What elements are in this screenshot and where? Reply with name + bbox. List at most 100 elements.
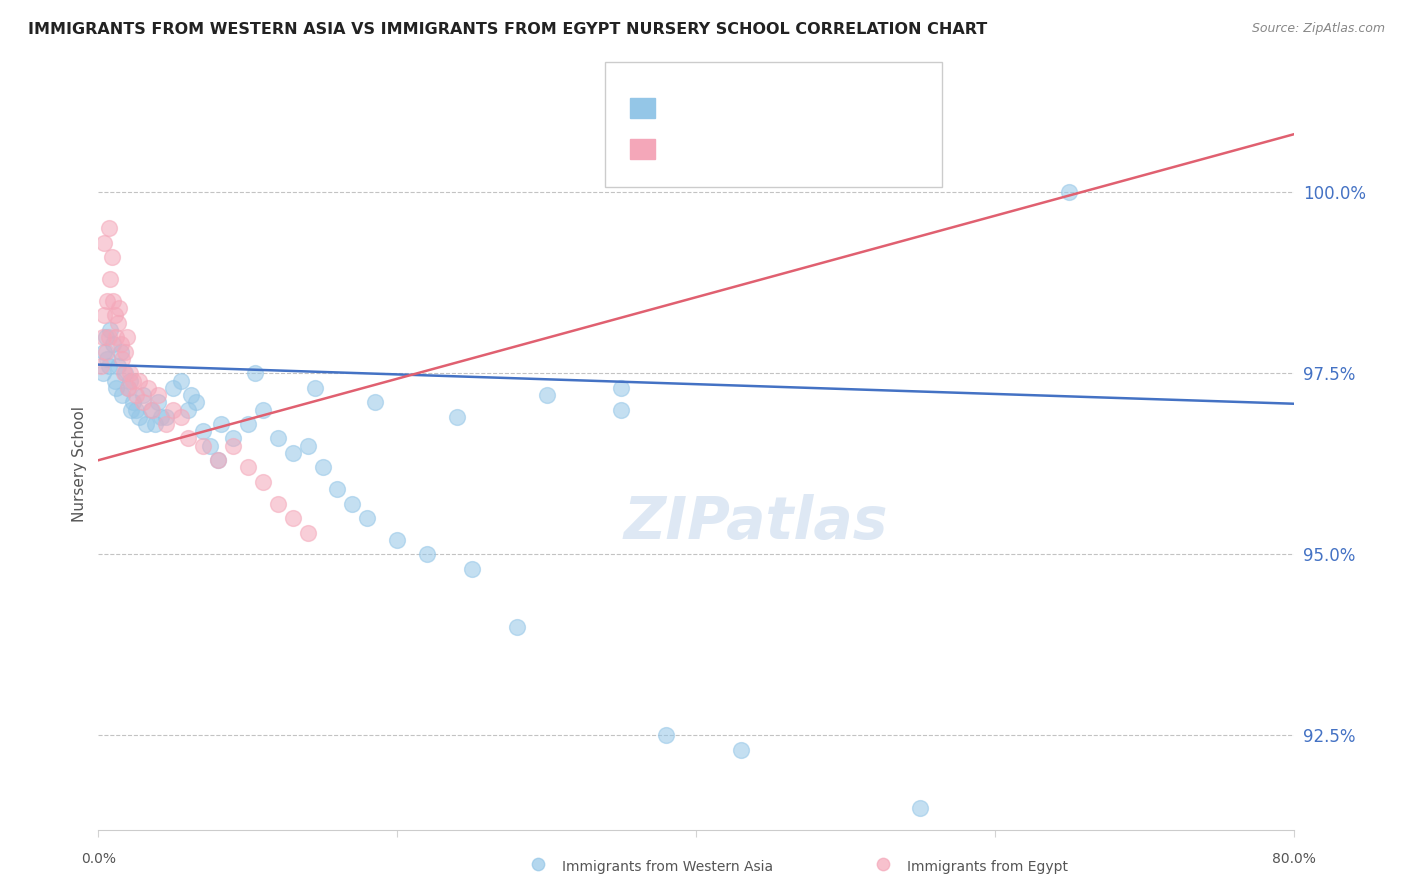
Point xyxy=(94,344,117,359)
Text: 0.0%: 0.0% xyxy=(82,852,115,866)
Point xyxy=(125,388,148,402)
Point xyxy=(132,388,155,402)
Point xyxy=(135,417,157,431)
Point xyxy=(111,351,134,366)
Point xyxy=(236,417,259,431)
Point xyxy=(506,620,529,634)
Point xyxy=(93,344,115,359)
Point xyxy=(110,344,132,359)
Text: 80.0%: 80.0% xyxy=(1271,852,1316,866)
Text: R =  0.447   N = 41: R = 0.447 N = 41 xyxy=(664,135,825,149)
Point xyxy=(311,460,333,475)
Point xyxy=(107,316,129,330)
Point xyxy=(252,402,274,417)
Point xyxy=(356,511,378,525)
Point xyxy=(461,562,484,576)
Point xyxy=(655,728,678,742)
Point xyxy=(108,301,131,315)
Point xyxy=(132,395,155,409)
Point xyxy=(297,439,319,453)
Point xyxy=(104,374,127,388)
Point xyxy=(872,857,894,871)
Point xyxy=(97,221,120,235)
Point xyxy=(148,395,170,409)
Point xyxy=(91,330,114,344)
Text: Immigrants from Western Asia: Immigrants from Western Asia xyxy=(562,860,773,874)
Point xyxy=(297,525,319,540)
Point xyxy=(103,293,125,308)
Point xyxy=(97,330,120,344)
Point xyxy=(191,439,214,453)
Point xyxy=(96,293,118,308)
Point xyxy=(150,409,173,424)
Point xyxy=(114,344,136,359)
Point xyxy=(252,475,274,489)
Text: ZIPatlas: ZIPatlas xyxy=(623,494,889,551)
Point xyxy=(97,359,120,373)
Point xyxy=(141,402,163,417)
Point xyxy=(117,381,139,395)
Point xyxy=(121,374,143,388)
Point xyxy=(162,402,184,417)
Point xyxy=(115,330,138,344)
Point xyxy=(162,381,184,395)
Point xyxy=(610,381,633,395)
Point xyxy=(209,417,232,431)
Text: R = -0.039   N = 60: R = -0.039 N = 60 xyxy=(664,94,827,108)
Point xyxy=(184,395,207,409)
Text: Source: ZipAtlas.com: Source: ZipAtlas.com xyxy=(1251,22,1385,36)
Point xyxy=(207,453,229,467)
Point xyxy=(730,743,752,757)
Point xyxy=(169,409,191,424)
Point xyxy=(121,395,143,409)
Point xyxy=(342,497,364,511)
Point xyxy=(326,482,349,496)
Point xyxy=(281,511,304,525)
Point xyxy=(111,388,134,402)
Point xyxy=(125,402,148,417)
Point xyxy=(222,432,245,446)
Point xyxy=(90,359,112,373)
Point xyxy=(169,374,191,388)
Point xyxy=(148,388,170,402)
Point xyxy=(180,388,202,402)
Point xyxy=(98,272,122,286)
Point xyxy=(117,381,139,395)
Point xyxy=(236,460,259,475)
Y-axis label: Nursery School: Nursery School xyxy=(72,406,87,522)
Point xyxy=(364,395,387,409)
Text: IMMIGRANTS FROM WESTERN ASIA VS IMMIGRANTS FROM EGYPT NURSERY SCHOOL CORRELATION: IMMIGRANTS FROM WESTERN ASIA VS IMMIGRAN… xyxy=(28,22,987,37)
Point xyxy=(114,367,136,381)
Point xyxy=(93,235,115,250)
Point xyxy=(107,359,129,373)
Point xyxy=(112,367,135,381)
Point xyxy=(281,446,304,460)
Point xyxy=(120,402,142,417)
Point xyxy=(96,351,118,366)
Point xyxy=(155,409,177,424)
Point xyxy=(222,439,245,453)
Point xyxy=(104,309,127,323)
Point xyxy=(191,424,214,438)
Point xyxy=(91,367,114,381)
Point xyxy=(155,417,177,431)
Point xyxy=(101,251,124,265)
Point xyxy=(527,857,550,871)
Point xyxy=(93,309,115,323)
Point xyxy=(143,417,166,431)
Point xyxy=(136,381,159,395)
Point xyxy=(118,374,141,388)
Point xyxy=(207,453,229,467)
Point xyxy=(416,547,439,561)
Point xyxy=(200,439,222,453)
Point xyxy=(177,432,200,446)
Point xyxy=(536,388,558,402)
Point xyxy=(446,409,468,424)
Point xyxy=(128,374,150,388)
Point xyxy=(267,497,290,511)
Point xyxy=(139,402,162,417)
Point xyxy=(610,402,633,417)
Point xyxy=(94,330,117,344)
Text: Immigrants from Egypt: Immigrants from Egypt xyxy=(907,860,1069,874)
Point xyxy=(110,337,132,351)
